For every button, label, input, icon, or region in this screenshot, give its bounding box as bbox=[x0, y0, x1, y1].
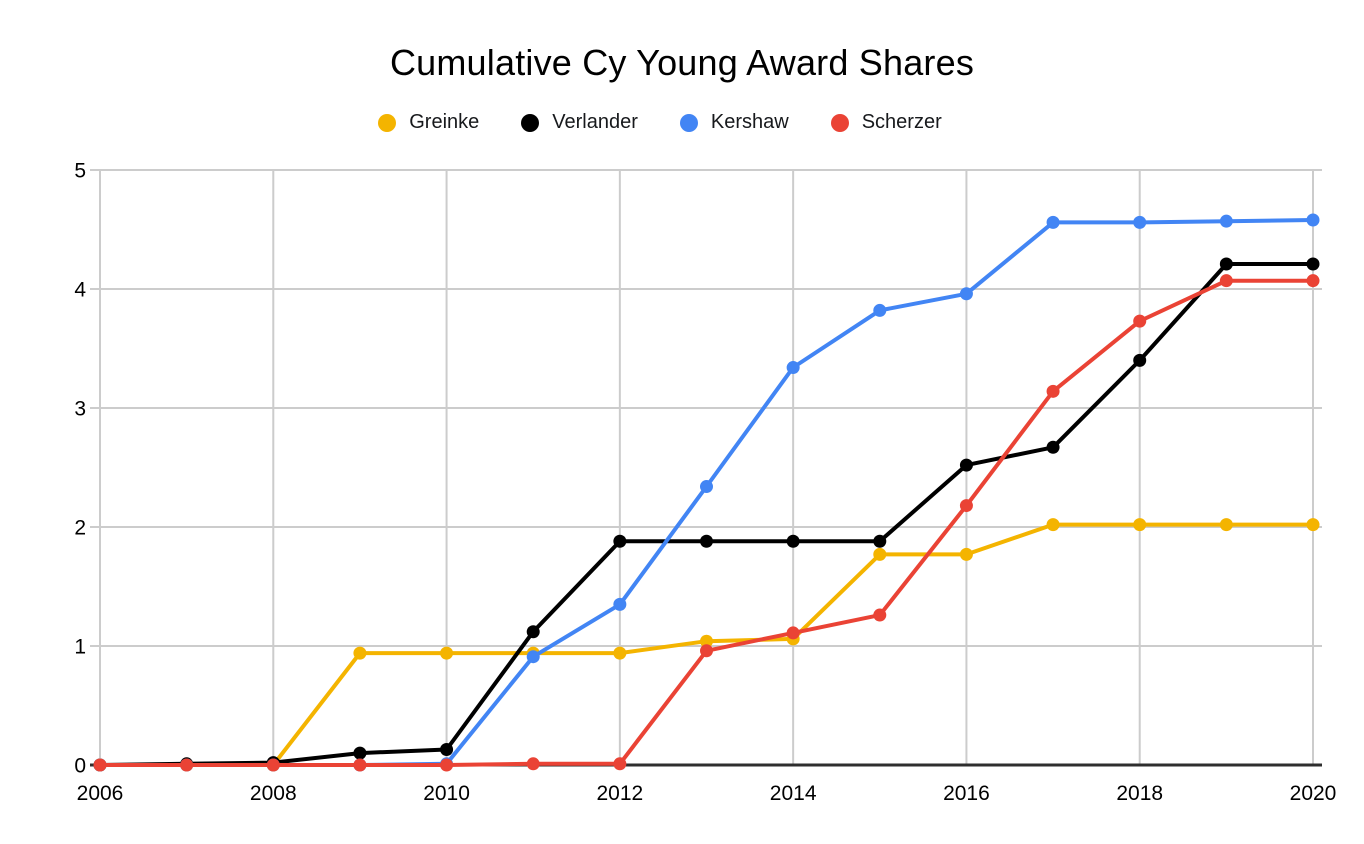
kershaw-color-dot-icon bbox=[679, 113, 698, 132]
svg-text:2018: 2018 bbox=[1116, 782, 1163, 805]
verlander-color-dot-icon bbox=[521, 113, 540, 132]
legend-label-verlander: Verlander bbox=[552, 111, 638, 133]
greinke-color-dot-icon bbox=[378, 113, 397, 132]
svg-text:2020: 2020 bbox=[1290, 782, 1337, 805]
scherzer-color-dot-icon bbox=[830, 113, 849, 132]
legend-label-greinke: Greinke bbox=[409, 111, 480, 133]
legend-item-kershaw: Kershaw bbox=[679, 111, 789, 134]
chart-legend: Greinke Verlander Kershaw Scherzer bbox=[0, 111, 1342, 134]
svg-text:5: 5 bbox=[74, 160, 86, 183]
svg-text:2014: 2014 bbox=[770, 782, 817, 805]
legend-item-verlander: Verlander bbox=[521, 111, 638, 134]
svg-text:1: 1 bbox=[74, 636, 86, 659]
svg-text:2: 2 bbox=[74, 517, 86, 540]
chart-title: Cumulative Cy Young Award Shares bbox=[389, 42, 975, 83]
legend-item-scherzer: Scherzer bbox=[830, 111, 942, 134]
svg-text:2012: 2012 bbox=[596, 782, 643, 805]
svg-text:2008: 2008 bbox=[250, 782, 297, 805]
svg-text:3: 3 bbox=[74, 398, 86, 421]
svg-text:2010: 2010 bbox=[423, 782, 470, 805]
legend-label-scherzer: Scherzer bbox=[861, 111, 942, 133]
svg-text:4: 4 bbox=[74, 279, 86, 302]
legend-item-greinke: Greinke bbox=[378, 111, 479, 134]
svg-text:2016: 2016 bbox=[943, 782, 990, 805]
svg-text:0: 0 bbox=[74, 755, 86, 778]
svg-text:2006: 2006 bbox=[77, 782, 124, 805]
legend-label-kershaw: Kershaw bbox=[710, 111, 789, 133]
